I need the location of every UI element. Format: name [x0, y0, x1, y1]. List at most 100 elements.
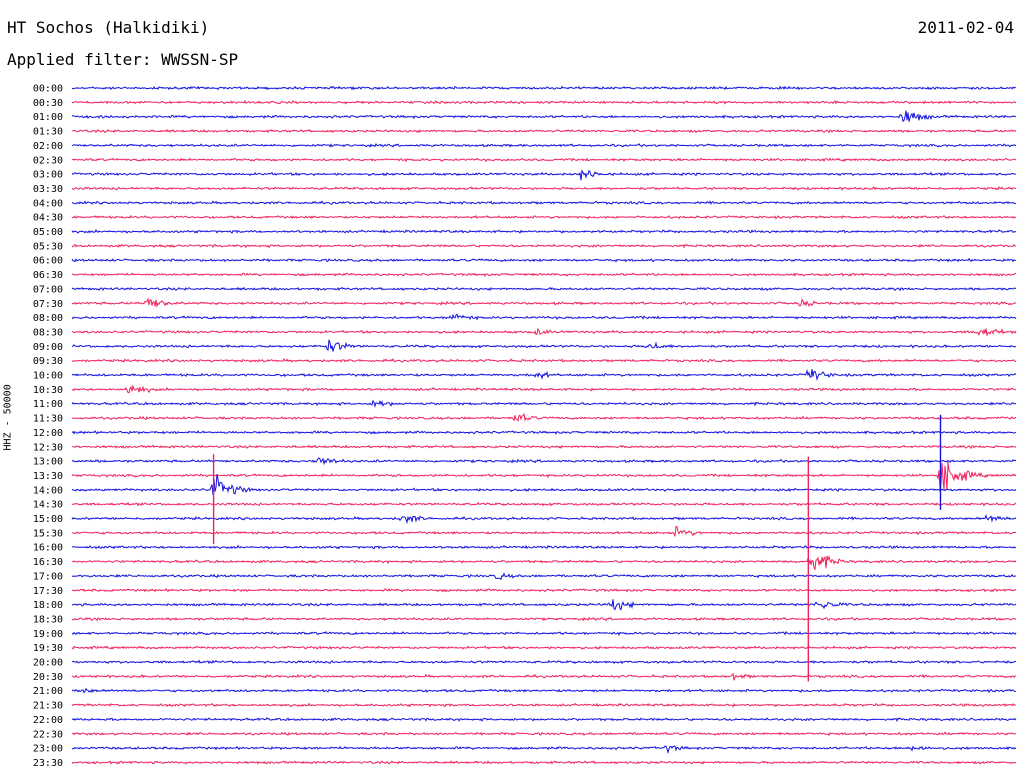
row-time-label: 02:00	[33, 141, 63, 152]
row-time-label: 20:00	[33, 658, 63, 669]
trace-line	[71, 687, 1017, 694]
trace-line	[71, 599, 1017, 611]
trace-line	[71, 631, 1017, 636]
trace-line	[71, 297, 1017, 308]
trace-line	[71, 616, 1017, 622]
trace-line	[71, 110, 1017, 123]
row-time-label: 13:00	[33, 457, 63, 468]
trace-line	[72, 157, 1017, 163]
row-time-label: 10:00	[33, 371, 63, 382]
row-time-label: 00:30	[33, 98, 63, 109]
trace-line	[71, 186, 1017, 191]
trace-line	[71, 587, 1017, 593]
row-time-label: 16:00	[33, 543, 63, 554]
row-time-label: 01:00	[33, 112, 63, 123]
row-time-label: 06:00	[33, 256, 63, 267]
filter-label: Applied filter: WWSSN-SP	[7, 50, 239, 69]
row-time-label: 10:30	[33, 385, 63, 396]
row-time-label: 11:00	[33, 399, 63, 410]
trace-line	[71, 339, 1017, 352]
row-time-label: 11:30	[33, 414, 63, 425]
row-time-label: 22:30	[33, 729, 63, 740]
row-time-label: 14:30	[33, 500, 63, 511]
row-time-label: 14:00	[33, 485, 63, 496]
row-time-label: 08:00	[33, 313, 63, 324]
station-title: HT Sochos (Halkidiki)	[7, 18, 210, 37]
row-time-label: 12:00	[33, 428, 63, 439]
trace-line	[71, 572, 1017, 581]
row-time-label: 20:30	[33, 672, 63, 683]
trace-line	[71, 214, 1017, 220]
trace-line	[71, 672, 1017, 681]
trace-line	[71, 474, 1017, 496]
row-time-label: 21:00	[33, 686, 63, 697]
trace-line	[71, 760, 1017, 765]
row-time-label: 19:00	[33, 629, 63, 640]
row-time-label: 21:30	[33, 701, 63, 712]
trace-line	[71, 731, 1017, 737]
row-time-label: 05:00	[33, 227, 63, 238]
row-time-label: 15:30	[33, 528, 63, 539]
trace-line	[71, 313, 1017, 321]
row-time-label: 17:00	[33, 571, 63, 582]
trace-line	[71, 514, 1017, 525]
row-time-label: 00:00	[33, 84, 63, 95]
trace-line	[71, 85, 1017, 91]
trace-line	[71, 745, 1017, 755]
trace-line	[71, 544, 1017, 550]
row-time-label: 05:30	[33, 241, 63, 252]
trace-line	[71, 501, 1017, 507]
trace-line	[71, 555, 1017, 571]
row-time-label: 09:30	[33, 356, 63, 367]
row-time-label: 08:30	[33, 327, 63, 338]
row-time-label: 04:30	[33, 213, 63, 224]
row-time-label: 18:00	[33, 600, 63, 611]
row-time-label: 19:30	[33, 643, 63, 654]
trace-line	[71, 702, 1016, 708]
trace-line	[71, 286, 1017, 292]
row-time-label: 06:30	[33, 270, 63, 281]
trace-line	[71, 717, 1017, 723]
row-time-label: 12:30	[33, 442, 63, 453]
row-time-label: 07:00	[33, 284, 63, 295]
trace-line	[71, 228, 1017, 234]
row-time-label: 13:30	[33, 471, 63, 482]
row-time-label: 15:00	[33, 514, 63, 525]
date-label: 2011-02-04	[917, 18, 1014, 37]
row-time-label: 03:00	[33, 170, 63, 181]
trace-line	[71, 143, 1017, 148]
trace-line	[71, 272, 1017, 277]
trace-line	[71, 412, 1017, 422]
trace-line	[71, 461, 1017, 491]
trace-line	[71, 645, 1017, 651]
trace-line	[71, 399, 1017, 408]
trace-line	[71, 430, 1017, 435]
trace-line	[71, 169, 1016, 181]
row-time-label: 23:30	[33, 758, 63, 769]
row-time-label: 02:30	[33, 155, 63, 166]
trace-line	[71, 243, 1017, 249]
trace-line	[71, 659, 1017, 665]
row-time-label: 23:00	[33, 744, 63, 755]
trace-line	[71, 327, 1017, 337]
row-time-label: 01:30	[33, 127, 63, 138]
trace-line	[71, 99, 1017, 105]
row-time-label: 22:00	[33, 715, 63, 726]
trace-line	[71, 384, 1016, 394]
row-time-label: 18:30	[33, 614, 63, 625]
row-time-label: 07:30	[33, 299, 63, 310]
trace-line	[71, 358, 1017, 363]
trace-line	[71, 128, 1017, 134]
trace-line	[71, 444, 1017, 450]
trace-line	[71, 457, 1017, 466]
trace-line	[71, 368, 1017, 381]
trace-line	[71, 257, 1017, 263]
row-time-label: 16:30	[33, 557, 63, 568]
trace-line	[71, 525, 1017, 537]
row-time-label: 04:00	[33, 198, 63, 209]
row-time-label: 09:00	[33, 342, 63, 353]
row-time-label: 03:30	[33, 184, 63, 195]
row-time-label: 17:30	[33, 586, 63, 597]
trace-line	[71, 200, 1017, 205]
